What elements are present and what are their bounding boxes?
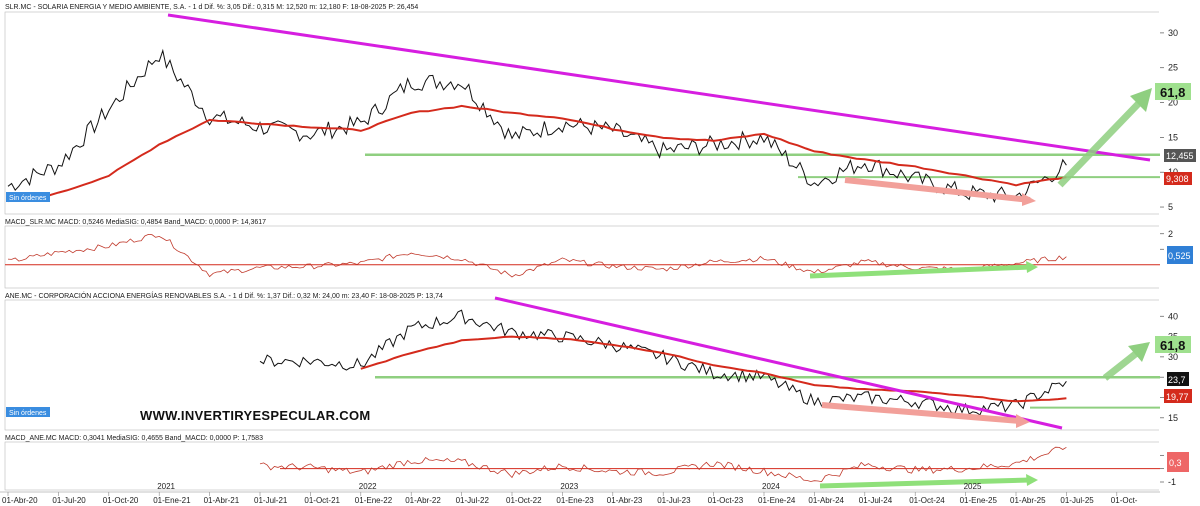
sin-ordenes-label-slr: Sin órdenes [9,195,47,202]
date-tick-label: 01-Jul-24 [859,496,893,505]
y-tick-label: 30 [1168,28,1178,38]
slr-panel-title: SLR.MC - SOLARIA ENERGIA Y MEDIO AMBIENT… [5,4,418,11]
website-watermark: WWW.INVERTIRYESPECULAR.COM [140,408,370,423]
date-tick-label: 01-Oct-21 [304,496,340,505]
sin-ordenes-label-ane: Sin órdenes [9,410,47,417]
y-tick-label: 30 [1168,352,1178,362]
ane-macd-line [259,446,1067,483]
date-tick-label: 01-Jul-22 [456,496,490,505]
slr-divergence-arrow [844,177,1031,203]
slr-macd-badge [1167,246,1193,264]
ane-resistance-trendline [494,296,1063,430]
slr-target-arrow [1057,99,1143,188]
y-tick-label: -1 [1168,477,1176,487]
ane-target-label: 61,8 [1160,338,1185,353]
slr-divergence-arrowhead [1022,193,1036,206]
date-tick-label: 01-Jul-21 [254,496,288,505]
slr-target-badge [1155,83,1191,100]
ane-macd-value: 0,3 [1169,458,1182,468]
slr-resistance-trendline [167,13,1151,162]
slr-ma-line [7,104,1067,203]
ane-macd-title: MACD_ANE.MC MACD: 0,3041 MediaSIG: 0,465… [5,435,263,442]
slr-ma-badge [1164,172,1192,185]
ane-price-value: 23,7 [1168,375,1186,385]
ane-ma-line [360,335,1067,403]
slr-macd-line [7,233,1067,278]
y-tick-label: 20 [1168,98,1178,108]
ane-target-badge [1155,336,1191,353]
date-tick-label: 01-Oct-22 [506,496,542,505]
date-tick-label: 01-Oct- [1111,496,1138,505]
y-tick-label: 40 [1168,311,1178,321]
slr-macd-arrowhead [1026,261,1038,273]
ane-ma-value: 19,77 [1166,392,1189,402]
date-tick-label: 01-Abr-22 [405,496,441,505]
ane-price-badge [1167,372,1189,386]
date-tick-label: 01-Abr-24 [808,496,844,505]
ane-price-line [259,309,1067,416]
date-tick-label: 01-Abr-23 [607,496,643,505]
ane-ma-badge [1164,389,1192,403]
year-label: 2021 [157,482,175,491]
sin-ordenes-badge-slr[interactable] [6,192,50,202]
slr-macd-value: 0,525 [1168,251,1191,261]
date-tick-label: 01-Jul-23 [657,496,691,505]
year-label: 2025 [964,482,982,491]
date-tick-label: 01-Ene-23 [556,496,594,505]
date-tick-label: 01-Ene-24 [758,496,796,505]
ane-macd-badge [1167,452,1189,472]
y-tick-label: 5 [1168,202,1173,212]
date-tick-label: 01-Oct-20 [103,496,139,505]
slr-macd-title: MACD_SLR.MC MACD: 0,5246 MediaSIG: 0,485… [5,219,266,226]
date-tick-label: 01-Abr-20 [2,496,38,505]
ane-divergence-arrowhead [1016,414,1030,428]
slr-macd-divergence-arrow [809,264,1031,279]
date-tick-label: 01-Ene-25 [960,496,998,505]
slr-ma-value: 9,308 [1166,174,1189,184]
slr-price-line [7,48,1067,204]
date-tick-label: 01-Oct-24 [909,496,945,505]
date-tick-label: 01-Abr-21 [204,496,240,505]
panel-frame [4,225,1161,289]
year-label: 2022 [359,482,377,491]
sin-ordenes-badge-ane[interactable] [6,407,50,417]
slr-price-value: 12,455 [1166,151,1194,161]
ane-panel-title: ANE.MC - CORPORACIÓN ACCIONA ENERGÍAS RE… [5,291,443,300]
ane-macd-arrowhead [1026,474,1038,486]
ane-macd-divergence-arrow [819,477,1031,489]
ane-divergence-arrow [821,402,1021,424]
date-tick-label: 01-Ene-22 [355,496,393,505]
year-label: 2023 [560,482,578,491]
date-tick-label: 01-Oct-23 [708,496,744,505]
panel-frame [4,11,1161,215]
date-tick-label: 01-Jul-25 [1060,496,1094,505]
slr-price-badge [1164,149,1196,162]
date-tick-label: 01-Ene-21 [153,496,191,505]
y-tick-label: 15 [1168,132,1178,142]
y-tick-label: 25 [1168,63,1178,73]
ane-target-arrowhead [1128,342,1150,362]
y-tick-label: 2 [1168,229,1173,239]
ane-target-arrow [1102,349,1141,381]
y-tick-label: 15 [1168,413,1178,423]
panel-frames [4,0,1200,506]
year-label: 2024 [762,482,780,491]
date-tick-label: 01-Jul-20 [52,496,86,505]
slr-target-label: 61,8 [1160,85,1185,100]
date-tick-label: 01-Abr-25 [1010,496,1046,505]
plot-area: 5101520253012152025303540-10101-Abr-2001… [0,13,1178,505]
slr-target-arrowhead [1130,88,1152,112]
